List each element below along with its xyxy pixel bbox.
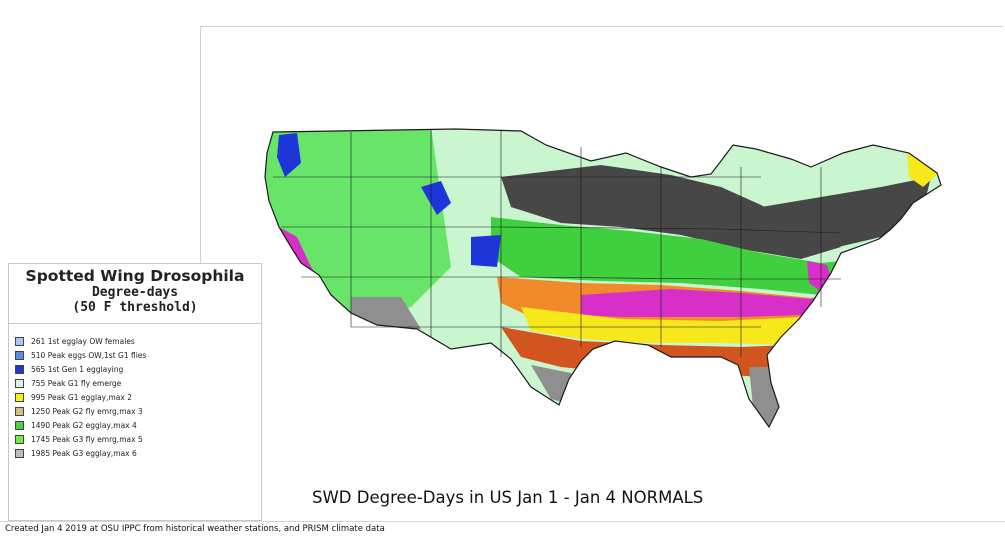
region-northern-plains-gray bbox=[501, 165, 841, 259]
legend-item: 1745 Peak G3 fly emrg,max 5 bbox=[15, 432, 146, 446]
legend-divider bbox=[9, 323, 261, 324]
map-title: SWD Degree-Days in US Jan 1 - Jan 4 NORM… bbox=[312, 488, 704, 507]
legend-item: 261 1st egglay OW females bbox=[15, 334, 146, 348]
legend-swatch bbox=[15, 392, 24, 402]
legend-swatch bbox=[15, 434, 24, 444]
legend-item: 510 Peak eggs OW,1st G1 flies bbox=[15, 348, 146, 362]
legend-item: 1985 Peak G3 egglay,max 6 bbox=[15, 446, 146, 460]
region-cascades-blue bbox=[277, 133, 301, 177]
legend-threshold: (50 F threshold) bbox=[72, 300, 198, 315]
legend-list: 261 1st egglay OW females 510 Peak eggs O… bbox=[15, 334, 146, 460]
region-yellow-band bbox=[521, 307, 831, 345]
legend-swatch bbox=[15, 336, 24, 346]
region-central-green bbox=[491, 217, 861, 297]
state-boundaries bbox=[273, 130, 842, 357]
legend-label: 1490 Peak G2 egglay,max 4 bbox=[31, 420, 137, 430]
legend-label: 1745 Peak G3 fly emrg,max 5 bbox=[31, 434, 143, 444]
degree-day-map bbox=[264, 128, 942, 429]
legend-subtitle: Degree-days bbox=[91, 285, 179, 300]
map-frame bbox=[200, 26, 1003, 522]
region-new-england-yellow bbox=[907, 149, 939, 187]
legend-swatch bbox=[15, 448, 24, 458]
legend-label: 1250 Peak G2 fly emrg,max 3 bbox=[31, 406, 143, 416]
state-line-h3 bbox=[301, 276, 841, 280]
legend-swatch bbox=[15, 350, 24, 360]
legend-label: 995 Peak G1 egglay,max 2 bbox=[31, 392, 132, 402]
region-magenta-band bbox=[581, 285, 841, 317]
legend-swatch bbox=[15, 364, 24, 374]
legend-label: 1985 Peak G3 egglay,max 6 bbox=[31, 448, 137, 458]
legend-label: 565 1st Gen 1 egglaying bbox=[31, 364, 124, 374]
legend-label: 755 Peak G1 fly emerge bbox=[31, 378, 122, 388]
legend-item: 755 Peak G1 fly emerge bbox=[15, 376, 146, 390]
legend-title: Spotted Wing Drosophila bbox=[25, 267, 245, 285]
region-rockies-blue bbox=[421, 181, 451, 215]
legend-label: 261 1st egglay OW females bbox=[31, 336, 135, 346]
region-florida-gray bbox=[749, 367, 783, 427]
legend-item: 995 Peak G1 egglay,max 2 bbox=[15, 390, 146, 404]
region-colorado-blue bbox=[471, 235, 501, 267]
us-outline bbox=[264, 128, 942, 429]
legend-label: 510 Peak eggs OW,1st G1 flies bbox=[31, 350, 147, 360]
legend-swatch bbox=[15, 420, 24, 430]
legend-panel: Spotted Wing Drosophila Degree-days (50 … bbox=[8, 263, 262, 521]
footer-divider bbox=[0, 521, 1005, 522]
state-line-h2 bbox=[281, 226, 842, 234]
legend-swatch bbox=[15, 378, 24, 388]
legend-item: 565 1st Gen 1 egglaying bbox=[15, 362, 146, 376]
credits-text: Created Jan 4 2019 at OSU IPPC from hist… bbox=[5, 524, 385, 534]
legend-item: 1490 Peak G2 egglay,max 4 bbox=[15, 418, 146, 432]
map-regions bbox=[265, 129, 941, 427]
legend-swatch bbox=[15, 406, 24, 416]
legend-item: 1250 Peak G2 fly emrg,max 3 bbox=[15, 404, 146, 418]
